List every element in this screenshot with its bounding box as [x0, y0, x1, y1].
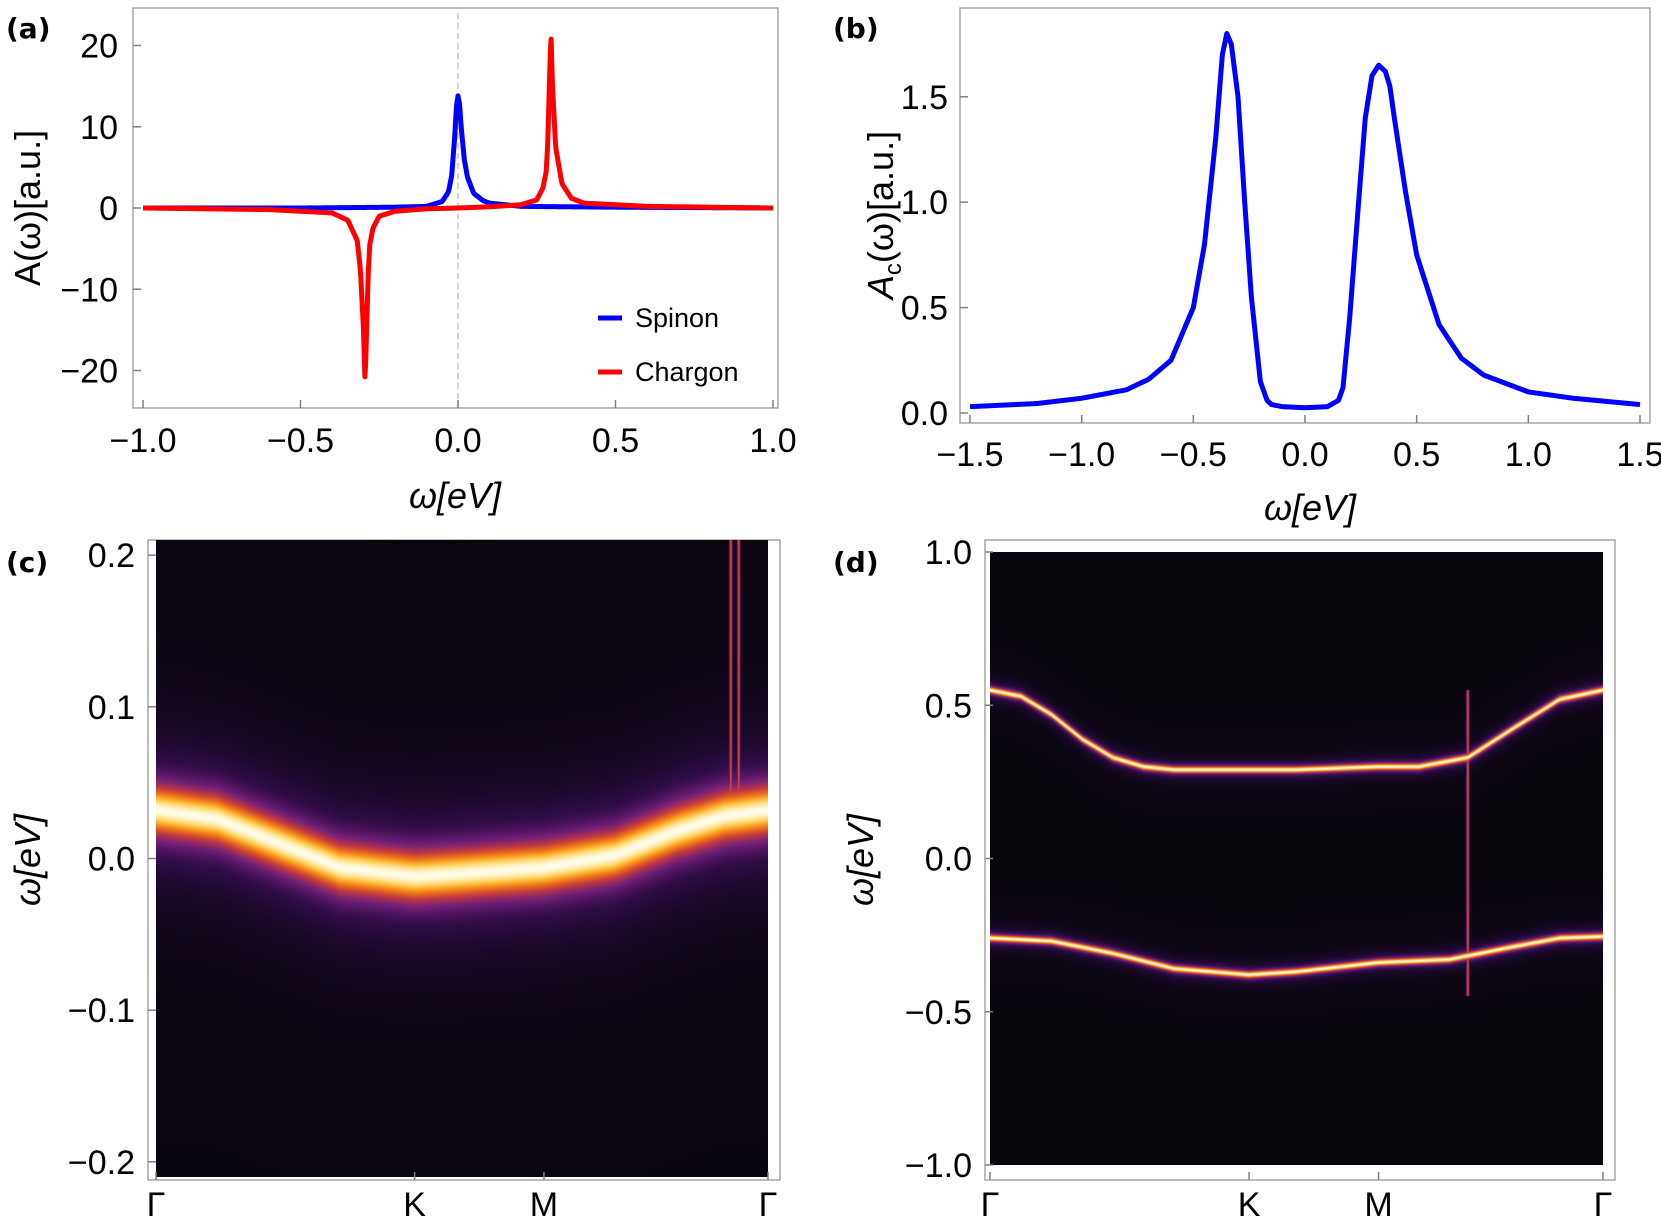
panel-b-frame: [959, 7, 1651, 424]
legend-chargon-label: Chargon: [635, 357, 739, 387]
panel-c-ktick-label-3: Γ: [759, 1186, 778, 1222]
panel-d-ktick-label-0: Γ: [981, 1186, 1000, 1222]
panel-a-ytick-label-1: −10: [60, 271, 118, 309]
panel-a-xtick-label-4: 1.0: [749, 422, 796, 460]
panel-a-ytick-label-2: 0: [99, 190, 118, 228]
panel-a-ytick-label-4: 20: [80, 28, 118, 66]
panel-b-xlabel: ω[eV]: [1264, 487, 1357, 528]
panel-c-ktick-label-1: K: [403, 1186, 426, 1222]
panel-a-xtick-label-1: −0.5: [267, 422, 334, 460]
panel-b-series-ac: [968, 31, 1642, 411]
panel-b-xtick-label-1: −1.0: [1048, 436, 1115, 474]
panel-b-ytick-label-0: 0.0: [901, 395, 948, 433]
panel-d-frame: [984, 539, 1616, 1181]
panel-a-label: (a): [6, 12, 51, 45]
panel-b: (b) −1.5 −1.0 −0.5 0.0 0.5 1.0 1.5 0.0 0.5 1.0 1.5…: [833, 7, 1661, 528]
panel-a: (a) −1.0 −0.5 0.0 0.5 1.0 −20 −10 0 10 20 Spinon …: [6, 7, 797, 516]
panel-a-xtick-label-0: −1.0: [109, 422, 176, 460]
panel-b-xtick-label-3: 0.0: [1281, 436, 1328, 474]
panel-b-xtick-label-2: −0.5: [1160, 436, 1227, 474]
panel-a-ylabel: A(ω)[a.u.]: [7, 130, 48, 286]
panel-b-xtick-label-4: 0.5: [1393, 436, 1440, 474]
panel-c-ytick-label-2: 0.0: [88, 841, 135, 879]
panel-c-ktick-label-2: M: [530, 1186, 558, 1222]
panel-d-label: (d): [833, 546, 879, 579]
panel-c-ytick-label-0: −0.2: [68, 1144, 135, 1182]
panel-d-ktick-label-3: Γ: [1594, 1186, 1613, 1222]
panel-a-ticks: −1.0 −0.5 0.0 0.5 1.0 −20 −10 0 10 20: [60, 28, 796, 461]
panel-d-ytick-label-1: −0.5: [905, 994, 972, 1032]
legend: Spinon Chargon: [598, 303, 739, 387]
panel-d-ylabel: ω[eV]: [840, 813, 881, 906]
panel-a-curves: [141, 36, 775, 380]
panel-c-ytick-label-1: −0.1: [68, 992, 135, 1030]
panel-b-xtick-label-6: 1.5: [1616, 436, 1661, 474]
panel-a-series-chargon: [141, 36, 775, 380]
panel-d-ktick-label-1: K: [1238, 1186, 1261, 1222]
panel-d: (d) −1.0 −0.5 0.0 0.5 1.0 Γ K M Γ ω[eV]: [833, 534, 1616, 1222]
panel-c-ktick-label-0: Γ: [147, 1186, 166, 1222]
panel-a-series-spinon: [141, 93, 775, 211]
panel-a-xlabel: ω[eV]: [409, 475, 502, 516]
panel-d-heatmap: [990, 552, 1603, 1165]
panel-b-xtick-label-5: 1.0: [1505, 436, 1552, 474]
panel-d-ytick-label-2: 0.0: [925, 841, 972, 879]
panel-b-ticks: −1.5 −1.0 −0.5 0.0 0.5 1.0 1.5 0.0 0.5 1.0 1.5: [901, 79, 1661, 474]
legend-spinon-label: Spinon: [635, 303, 719, 333]
panel-a-ytick-label-3: 10: [80, 109, 118, 147]
panel-b-ylabel: Ac(ω)[a.u.]: [860, 131, 907, 301]
panel-c-ytick-label-3: 0.1: [88, 689, 135, 727]
panel-b-ytick-label-1: 0.5: [901, 290, 948, 328]
panel-c: (c) −0.2 −0.1 0.0 0.1 0.2 Γ K M Γ ω[eV]: [6, 537, 781, 1222]
panel-b-xtick-label-0: −1.5: [936, 436, 1003, 474]
panel-c-ytick-label-4: 0.2: [88, 537, 135, 575]
panel-c-heatmap: [156, 540, 768, 1177]
panel-d-ytick-label-3: 0.5: [925, 687, 972, 725]
panel-d-ytick-label-4: 1.0: [925, 534, 972, 572]
panel-b-ytick-label-3: 1.5: [901, 79, 948, 117]
panel-c-label: (c): [6, 546, 48, 579]
panel-b-curves: [968, 31, 1642, 411]
panel-c-ticks: −0.2 −0.1 0.0 0.1 0.2 Γ K M Γ: [68, 537, 777, 1222]
panel-d-ktick-label-2: M: [1364, 1186, 1392, 1222]
panel-a-xtick-label-3: 0.5: [592, 422, 639, 460]
panel-b-label: (b): [833, 12, 879, 45]
panel-d-ytick-label-0: −1.0: [905, 1147, 972, 1185]
panel-a-xtick-label-2: 0.0: [434, 422, 481, 460]
panel-c-ylabel: ω[eV]: [7, 813, 48, 906]
panel-a-ytick-label-0: −20: [60, 353, 118, 391]
panel-d-ticks: −1.0 −0.5 0.0 0.5 1.0 Γ K M Γ: [905, 534, 1612, 1222]
panel-b-ytick-label-2: 1.0: [901, 184, 948, 222]
